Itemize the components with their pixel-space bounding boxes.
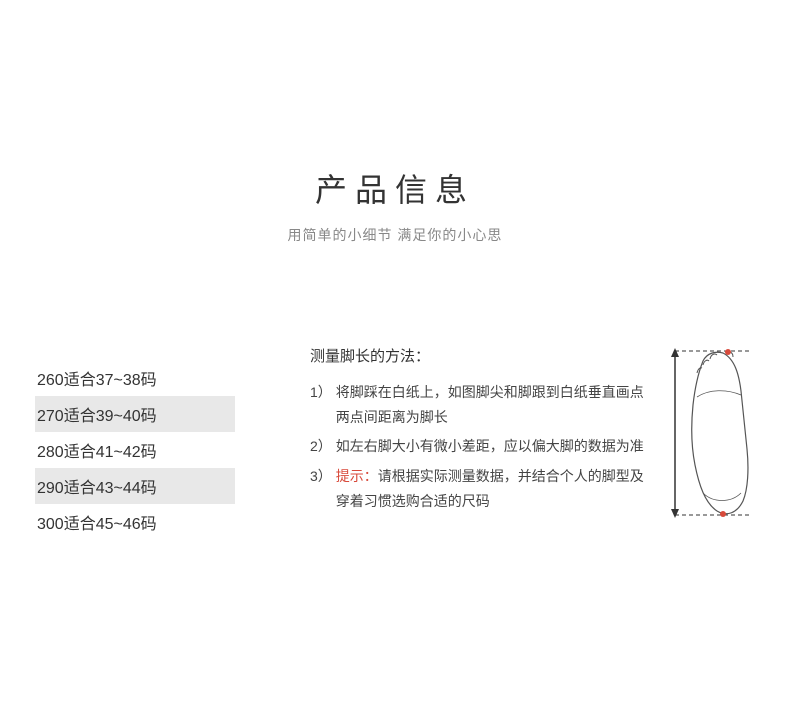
page-title: 产品信息 xyxy=(0,165,790,211)
size-row: 260适合37~38码 xyxy=(35,360,235,396)
heel-dot xyxy=(720,511,726,517)
instruction-number: 3） xyxy=(310,464,332,514)
instruction-item: 2） 如左右脚大小有微小差距，应以偏大脚的数据为准 xyxy=(310,434,650,459)
instructions: 测量脚长的方法： 1） 将脚踩在白纸上，如图脚尖和脚跟到白纸垂直画点两点间距离为… xyxy=(310,345,650,540)
foot-svg xyxy=(665,345,755,520)
content-area: 260适合37~38码 270适合39~40码 280适合41~42码 290适… xyxy=(0,345,790,540)
page-subtitle: 用简单的小细节 满足你的小心思 xyxy=(0,225,790,245)
instruction-number: 2） xyxy=(310,434,332,459)
size-list: 260适合37~38码 270适合39~40码 280适合41~42码 290适… xyxy=(35,360,235,540)
instruction-text: 提示：请根据实际测量数据，并结合个人的脚型及穿着习惯选购合适的尺码 xyxy=(336,464,650,514)
instruction-text: 将脚踩在白纸上，如图脚尖和脚跟到白纸垂直画点两点间距离为脚长 xyxy=(336,380,650,430)
foot-diagram xyxy=(665,345,755,520)
tip-label: 提示： xyxy=(336,468,378,484)
arrow-down-icon xyxy=(671,509,679,518)
arrow-up-icon xyxy=(671,348,679,357)
instruction-item: 1） 将脚踩在白纸上，如图脚尖和脚跟到白纸垂直画点两点间距离为脚长 xyxy=(310,380,650,430)
instruction-number: 1） xyxy=(310,380,332,430)
size-row: 280适合41~42码 xyxy=(35,432,235,468)
size-row: 290适合43~44码 xyxy=(35,468,235,504)
header: 产品信息 用简单的小细节 满足你的小心思 xyxy=(0,0,790,245)
foot-heel-line xyxy=(703,493,741,501)
size-row: 300适合45~46码 xyxy=(35,504,235,540)
foot-outline xyxy=(692,352,748,513)
toe-dot xyxy=(725,349,731,355)
instruction-tip-text: 请根据实际测量数据，并结合个人的脚型及穿着习惯选购合适的尺码 xyxy=(336,468,644,509)
instruction-text: 如左右脚大小有微小差距，应以偏大脚的数据为准 xyxy=(336,434,650,459)
instructions-title: 测量脚长的方法： xyxy=(310,345,650,366)
foot-ball-line xyxy=(697,391,741,397)
size-row: 270适合39~40码 xyxy=(35,396,235,432)
instruction-item: 3） 提示：请根据实际测量数据，并结合个人的脚型及穿着习惯选购合适的尺码 xyxy=(310,464,650,514)
